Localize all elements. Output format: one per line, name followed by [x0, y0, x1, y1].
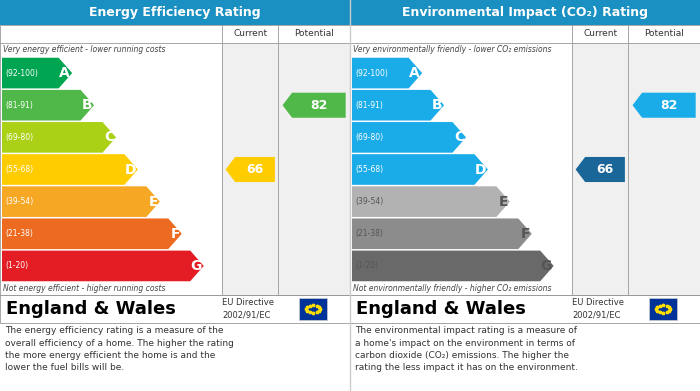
Bar	[0, 295, 350, 323]
Text: (21-38): (21-38)	[355, 229, 383, 238]
Bar	[0, 323, 700, 391]
Polygon shape	[2, 154, 138, 185]
Polygon shape	[2, 187, 160, 217]
Text: Environmental Impact (CO₂) Rating: Environmental Impact (CO₂) Rating	[402, 6, 648, 19]
Text: 66: 66	[596, 163, 614, 176]
Bar	[0, 25, 350, 295]
Text: Current: Current	[233, 29, 267, 38]
Text: B: B	[81, 98, 92, 112]
Text: (92-100): (92-100)	[355, 68, 388, 77]
Bar	[350, 25, 700, 295]
Text: G: G	[190, 259, 202, 273]
Polygon shape	[352, 219, 532, 249]
Bar	[350, 25, 700, 295]
Bar	[0, 25, 350, 43]
Polygon shape	[352, 251, 554, 281]
Polygon shape	[225, 157, 275, 182]
Bar	[0, 0, 350, 25]
Text: G: G	[540, 259, 552, 273]
Text: England & Wales: England & Wales	[6, 300, 176, 318]
Text: E: E	[498, 195, 508, 209]
Text: 66: 66	[246, 163, 264, 176]
Text: F: F	[170, 227, 180, 241]
Text: (55-68): (55-68)	[355, 165, 383, 174]
Text: 82: 82	[660, 99, 678, 112]
Text: (92-100): (92-100)	[5, 68, 38, 77]
Text: (81-91): (81-91)	[355, 101, 383, 110]
Text: Not environmentally friendly - higher CO₂ emissions: Not environmentally friendly - higher CO…	[353, 284, 552, 293]
Text: (39-54): (39-54)	[5, 197, 34, 206]
Text: E: E	[148, 195, 158, 209]
Bar	[350, 25, 573, 295]
Polygon shape	[352, 187, 510, 217]
Polygon shape	[2, 219, 182, 249]
Text: (55-68): (55-68)	[5, 165, 33, 174]
Text: A: A	[410, 66, 420, 80]
Polygon shape	[575, 157, 625, 182]
Polygon shape	[352, 58, 422, 88]
Bar	[350, 25, 700, 43]
Bar	[0, 25, 223, 295]
Text: (69-80): (69-80)	[5, 133, 33, 142]
Text: Current: Current	[583, 29, 617, 38]
Text: EU Directive
2002/91/EC: EU Directive 2002/91/EC	[223, 298, 274, 320]
Text: EU Directive
2002/91/EC: EU Directive 2002/91/EC	[573, 298, 624, 320]
Polygon shape	[633, 93, 696, 118]
Text: Very environmentally friendly - lower CO₂ emissions: Very environmentally friendly - lower CO…	[353, 45, 552, 54]
Bar	[300, 298, 328, 320]
Text: The energy efficiency rating is a measure of the
overall efficiency of a home. T: The energy efficiency rating is a measur…	[5, 326, 234, 373]
Polygon shape	[2, 122, 116, 152]
Text: England & Wales: England & Wales	[356, 300, 526, 318]
Text: B: B	[431, 98, 442, 112]
Text: The environmental impact rating is a measure of
a home's impact on the environme: The environmental impact rating is a mea…	[355, 326, 578, 373]
Text: 82: 82	[310, 99, 328, 112]
Polygon shape	[2, 90, 94, 120]
Polygon shape	[352, 154, 488, 185]
Text: D: D	[125, 163, 136, 176]
Text: (81-91): (81-91)	[5, 101, 33, 110]
Text: Potential: Potential	[294, 29, 334, 38]
Polygon shape	[2, 251, 204, 281]
Text: Energy Efficiency Rating: Energy Efficiency Rating	[89, 6, 261, 19]
Bar	[350, 295, 700, 323]
Polygon shape	[2, 58, 72, 88]
Text: C: C	[454, 130, 464, 144]
Bar	[0, 25, 350, 295]
Polygon shape	[352, 90, 444, 120]
Text: (69-80): (69-80)	[355, 133, 383, 142]
Text: (21-38): (21-38)	[5, 229, 33, 238]
Text: F: F	[520, 227, 530, 241]
Text: Not energy efficient - higher running costs: Not energy efficient - higher running co…	[3, 284, 165, 293]
Text: C: C	[104, 130, 114, 144]
Bar	[350, 0, 700, 25]
Polygon shape	[283, 93, 346, 118]
Text: Potential: Potential	[644, 29, 684, 38]
Bar	[650, 298, 678, 320]
Text: (1-20): (1-20)	[355, 262, 378, 271]
Text: Very energy efficient - lower running costs: Very energy efficient - lower running co…	[3, 45, 165, 54]
Text: (39-54): (39-54)	[355, 197, 384, 206]
Text: (1-20): (1-20)	[5, 262, 28, 271]
Polygon shape	[352, 122, 466, 152]
Text: D: D	[475, 163, 486, 176]
Text: A: A	[60, 66, 70, 80]
